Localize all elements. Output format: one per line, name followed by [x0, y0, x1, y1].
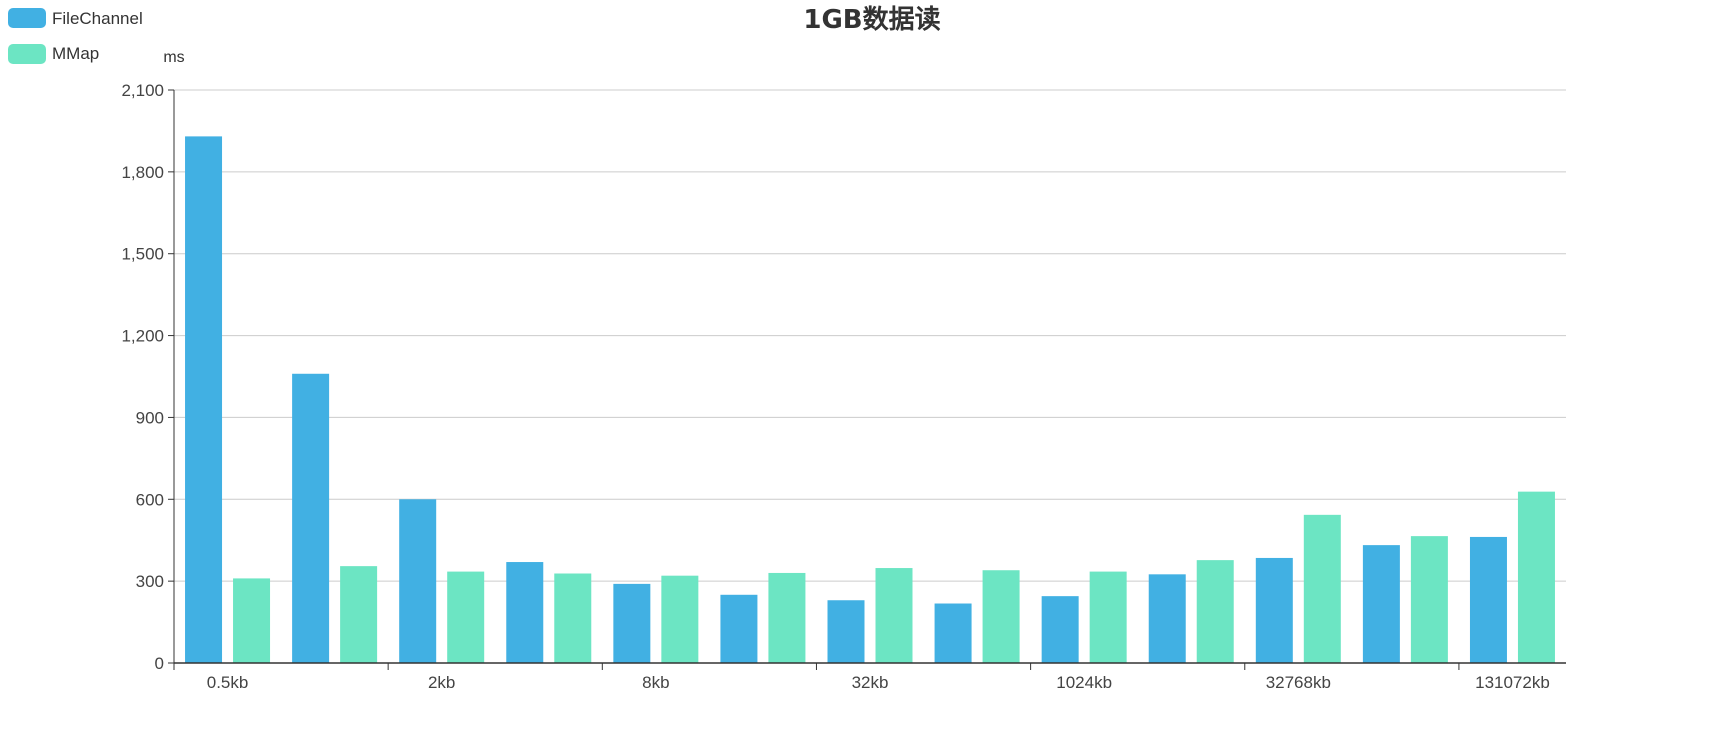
y-tick-label: 600	[136, 490, 164, 509]
bar-filechannel-65536kb[interactable]	[1363, 545, 1400, 663]
bar-filechannel-32kb[interactable]	[828, 600, 865, 663]
bar-mmap-131072kb[interactable]	[1518, 492, 1555, 663]
bar-filechannel-4kb[interactable]	[506, 562, 543, 663]
x-tick-label: 1024kb	[1056, 673, 1112, 692]
bar-filechannel-32768kb[interactable]	[1256, 558, 1293, 663]
y-tick-label: 2,100	[121, 81, 164, 100]
y-axis-unit: ms	[163, 49, 184, 66]
x-tick-label: 131072kb	[1475, 673, 1550, 692]
y-tick-label: 300	[136, 572, 164, 591]
bar-filechannel-1024kb[interactable]	[1042, 596, 1079, 663]
bar-filechannel-131072kb[interactable]	[1470, 537, 1507, 663]
grid-lines	[174, 90, 1566, 581]
y-tick-label: 0	[155, 654, 164, 673]
legend-swatch-filechannel	[8, 8, 46, 28]
bar-mmap-16kb[interactable]	[768, 573, 805, 663]
bar-mmap-2048kb[interactable]	[1197, 560, 1234, 663]
x-tick-label: 2kb	[428, 673, 455, 692]
bar-mmap-1024kb[interactable]	[1090, 572, 1127, 663]
y-tick-label: 1,500	[121, 245, 164, 264]
x-tick-label: 32768kb	[1266, 673, 1331, 692]
legend-label-mmap: MMap	[52, 44, 99, 63]
bar-mmap-4kb[interactable]	[554, 574, 591, 663]
bar-filechannel-16kb[interactable]	[720, 595, 757, 663]
bar-mmap-0.5kb[interactable]	[233, 578, 270, 663]
bars	[185, 136, 1555, 663]
bar-filechannel-1kb[interactable]	[292, 374, 329, 663]
bar-mmap-2kb[interactable]	[447, 572, 484, 663]
legend: FileChannel MMap	[8, 8, 143, 64]
bar-mmap-8kb[interactable]	[661, 576, 698, 663]
bar-mmap-64kb[interactable]	[983, 570, 1020, 663]
legend-item-filechannel[interactable]: FileChannel	[8, 8, 143, 28]
bar-filechannel-2kb[interactable]	[399, 499, 436, 663]
legend-item-mmap[interactable]: MMap	[8, 44, 99, 64]
legend-label-filechannel: FileChannel	[52, 9, 143, 28]
y-tick-label: 1,200	[121, 327, 164, 346]
bar-filechannel-8kb[interactable]	[613, 584, 650, 663]
bar-mmap-32768kb[interactable]	[1304, 515, 1341, 663]
legend-swatch-mmap	[8, 44, 46, 64]
y-tick-label: 900	[136, 408, 164, 427]
x-tick-label: 0.5kb	[207, 673, 249, 692]
bar-filechannel-0.5kb[interactable]	[185, 136, 222, 663]
chart-title: 1GB数据读	[803, 5, 940, 35]
x-tick-label: 32kb	[852, 673, 889, 692]
bar-mmap-1kb[interactable]	[340, 566, 377, 663]
bar-mmap-65536kb[interactable]	[1411, 536, 1448, 663]
bar-mmap-32kb[interactable]	[876, 568, 913, 663]
x-tick-label: 8kb	[642, 673, 669, 692]
y-tick-label: 1,800	[121, 163, 164, 182]
bar-filechannel-64kb[interactable]	[935, 604, 972, 663]
bar-filechannel-2048kb[interactable]	[1149, 574, 1186, 663]
